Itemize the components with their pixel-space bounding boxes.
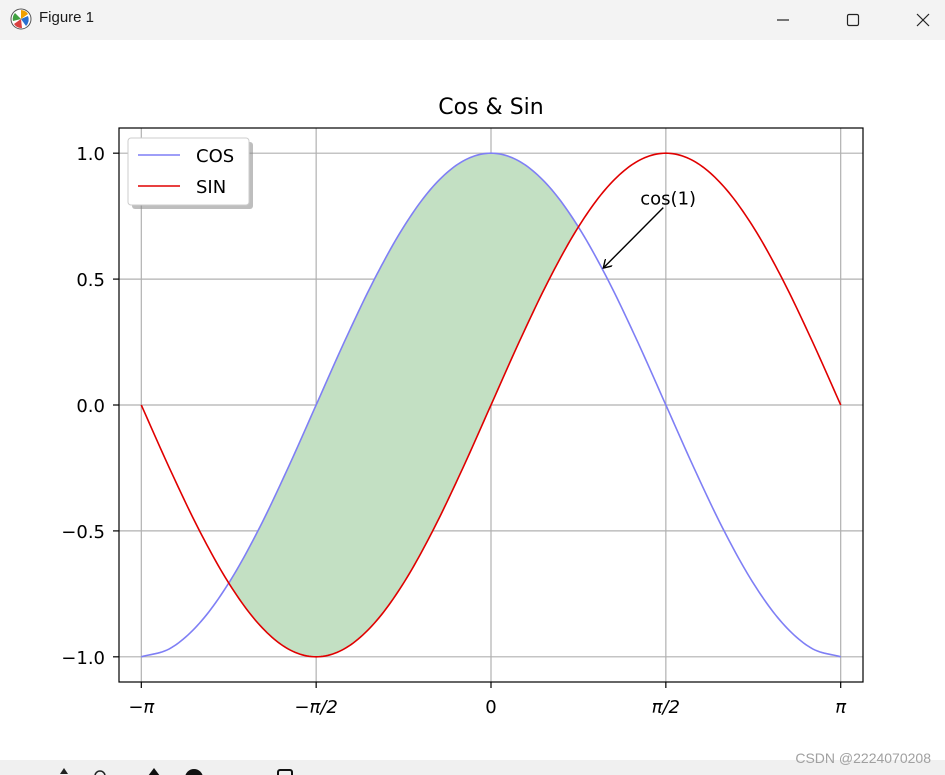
maximize-button[interactable] xyxy=(830,0,876,40)
subplots-icon[interactable] xyxy=(146,768,162,775)
legend: COS SIN xyxy=(127,137,253,209)
series-line-sin xyxy=(140,152,842,658)
x-tick-label: π xyxy=(835,697,847,718)
legend-label-sin: SIN xyxy=(196,177,226,198)
maximize-icon xyxy=(846,13,860,27)
y-tick-label: 1.0 xyxy=(76,144,105,165)
annotation-text: cos(1) xyxy=(640,189,696,210)
fill-between-area xyxy=(228,153,579,657)
x-tick-label: −π/2 xyxy=(294,697,337,718)
x-tick-label: π/2 xyxy=(652,697,680,718)
chart-canvas: Cos & Sin −π −π/2 0 π/2 π −1.0 −0.5 0.0 0.5 1.0 c… xyxy=(61,95,864,718)
y-tick-label: −0.5 xyxy=(61,522,105,543)
x-tick-label: 0 xyxy=(485,697,496,718)
chart-title: Cos & Sin xyxy=(438,95,543,120)
navigation-toolbar xyxy=(0,760,945,775)
series-line-cos xyxy=(141,152,841,658)
x-tick-label: −π xyxy=(128,697,155,718)
save-icon[interactable] xyxy=(276,768,294,775)
close-button[interactable] xyxy=(900,0,945,40)
close-icon xyxy=(916,13,930,27)
pan-icon[interactable] xyxy=(56,768,72,775)
minimize-button[interactable] xyxy=(760,0,806,40)
watermark: CSDN @2224070208 xyxy=(795,750,931,766)
y-tick-label: −1.0 xyxy=(61,648,105,669)
series-lines xyxy=(140,152,842,658)
axis-ticks: −π −π/2 0 π/2 π −1.0 −0.5 0.0 0.5 1.0 xyxy=(61,144,847,718)
window-titlebar: Figure 1 xyxy=(0,0,945,40)
zoom-icon[interactable] xyxy=(92,768,108,775)
annotation-arrow xyxy=(603,207,664,268)
legend-label-cos: COS xyxy=(196,146,234,167)
customize-icon[interactable] xyxy=(184,768,204,775)
y-tick-label: 0.5 xyxy=(76,270,105,291)
minimize-icon xyxy=(777,19,789,21)
y-tick-label: 0.0 xyxy=(76,396,105,417)
matplotlib-logo-icon xyxy=(10,8,32,30)
annotation: cos(1) xyxy=(603,189,696,268)
window-title: Figure 1 xyxy=(39,9,95,26)
